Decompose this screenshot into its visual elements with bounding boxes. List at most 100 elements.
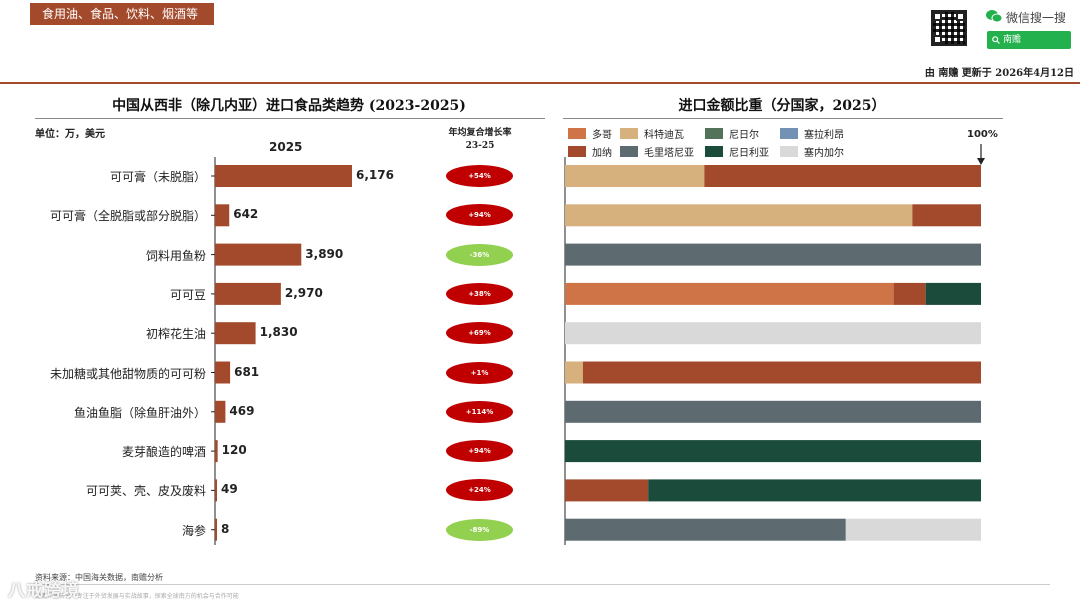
- value-label: 3,890: [305, 246, 344, 261]
- qr-corner-bl: [933, 35, 942, 44]
- bar-5: [215, 361, 231, 384]
- pct-100-label: 100%: [967, 129, 998, 140]
- legend-label: 多哥: [592, 130, 612, 141]
- stack-seg-2-5: [565, 243, 981, 266]
- stack-seg-4-7: [565, 322, 981, 345]
- category-tag: 食用油、食品、饮料、烟酒等: [30, 3, 214, 25]
- year-header: 2025: [269, 140, 303, 154]
- bar-3: [215, 282, 281, 305]
- stack-seg-8-4: [565, 479, 649, 502]
- cagr-badge: +24%: [446, 479, 513, 502]
- legend-item: 科特迪瓦: [620, 126, 684, 141]
- category-label: 鱼油鱼脂（除鱼肝油外）: [73, 405, 206, 420]
- bar-2: [215, 243, 302, 266]
- search-button-label: 南赡: [1003, 35, 1022, 45]
- value-label: 642: [233, 207, 259, 222]
- legend-item: 多哥: [568, 126, 612, 141]
- cagr-badge: +94%: [446, 204, 513, 227]
- value-label: 469: [229, 403, 255, 418]
- stack-seg-8-6: [648, 479, 981, 502]
- update-info: 由 南赡 更新于 2026年4月12日: [924, 68, 1074, 79]
- bar-8: [215, 479, 217, 502]
- legend-swatch: [620, 146, 638, 157]
- legend-label: 尼日尔: [729, 130, 759, 141]
- left-bar-chart: [211, 157, 352, 545]
- category-label: 可可膏（未脱脂）: [109, 170, 206, 184]
- left-chart-title: 中国从西非（除几内亚）进口食品类趋势 (2023-2025): [112, 98, 466, 114]
- value-label: 8: [221, 521, 230, 536]
- bar-7: [215, 440, 218, 463]
- legend-swatch: [705, 146, 723, 157]
- category-label: 可可膏（全脱脂或部分脱脂）: [49, 209, 206, 224]
- legend-item: 尼日尔: [705, 126, 759, 141]
- right-title-underline: [563, 118, 1003, 119]
- bar-1: [215, 204, 230, 227]
- stack-seg-6-5: [565, 400, 981, 423]
- source-note: 资料来源：中国海关数据，南赡分析: [35, 573, 163, 582]
- unit-label: 单位：万，美元: [35, 129, 105, 140]
- cagr-badge: +69%: [446, 322, 513, 345]
- footer-divider: [30, 584, 1050, 585]
- legend-swatch: [620, 128, 638, 139]
- right-chart-title: 进口金额比重（分国家，2025）: [678, 98, 886, 114]
- wechat-search-label: 微信搜一搜: [1006, 11, 1067, 25]
- legend-label: 塞拉利昂: [804, 130, 844, 141]
- qr-corner-tr: [956, 12, 965, 21]
- category-label: 饲料用鱼粉: [145, 248, 206, 263]
- stack-seg-3-6: [925, 282, 981, 305]
- left-title-underline: [35, 118, 545, 119]
- category-label: 麦芽酿造的啤酒: [121, 445, 206, 460]
- legend-item: 塞内加尔: [780, 144, 844, 159]
- legend-item: 塞拉利昂: [780, 126, 844, 141]
- category-label: 未加糖或其他甜物质的可可粉: [49, 366, 206, 381]
- stack-seg-3-0: [565, 282, 894, 305]
- legend-label: 科特迪瓦: [644, 130, 684, 141]
- bar-9: [215, 518, 217, 541]
- stack-seg-3-4: [893, 282, 926, 305]
- stack-seg-1-1: [565, 204, 913, 227]
- stack-seg-5-4: [582, 361, 981, 384]
- legend-swatch: [780, 128, 798, 139]
- cagr-header: 年均复合增长率 23-25: [428, 127, 532, 153]
- cagr-badge: +1%: [446, 361, 513, 384]
- header-divider: [0, 82, 1080, 84]
- cagr-badge: +114%: [446, 400, 513, 423]
- cagr-header-line2: 23-25: [465, 141, 495, 151]
- cagr-badge: -89%: [446, 518, 513, 541]
- value-label: 120: [221, 443, 247, 458]
- stack-seg-0-1: [565, 165, 705, 187]
- footer-note: 南赡外贸研究 · 专注于外贸发展与实战故事，探索全球南方的机会与合作可能: [35, 593, 239, 600]
- bar-0: [215, 165, 352, 187]
- legend-swatch: [780, 146, 798, 157]
- category-label: 可可荚、壳、皮及废料: [85, 484, 206, 499]
- category-label: 海参: [181, 523, 206, 538]
- cagr-badge: +94%: [446, 440, 513, 463]
- legend-swatch: [568, 128, 586, 139]
- cagr-badge: +54%: [446, 165, 513, 187]
- legend-swatch: [568, 146, 586, 157]
- value-label: 6,176: [356, 168, 394, 182]
- stack-seg-9-5: [565, 518, 846, 541]
- stack-seg-9-7: [845, 518, 981, 541]
- legend-label: 加纳: [592, 148, 612, 159]
- search-button[interactable]: 南赡: [987, 31, 1071, 49]
- category-label: 可可豆: [169, 287, 206, 302]
- stack-seg-1-4: [912, 204, 981, 227]
- right-stacked-chart: [564, 157, 981, 545]
- brand-logo: 八戒跨境: [8, 581, 80, 601]
- wechat-icon: [986, 10, 1002, 23]
- legend-label: 塞内加尔: [804, 148, 844, 159]
- category-label: 初榨花生油: [145, 327, 206, 342]
- cagr-badge: -36%: [446, 243, 513, 266]
- value-label: 49: [221, 482, 238, 497]
- cagr-badge: +38%: [446, 282, 513, 305]
- legend-label: 尼日利亚: [729, 148, 769, 159]
- stack-seg-0-4: [704, 165, 981, 187]
- legend-swatch: [705, 128, 723, 139]
- search-icon: [992, 36, 1000, 44]
- value-label: 1,830: [259, 325, 298, 340]
- value-label: 681: [234, 364, 260, 379]
- qr-corner-tl: [933, 12, 942, 21]
- legend-item: 毛里塔尼亚: [620, 144, 694, 159]
- pct-100-arrow: [977, 144, 985, 165]
